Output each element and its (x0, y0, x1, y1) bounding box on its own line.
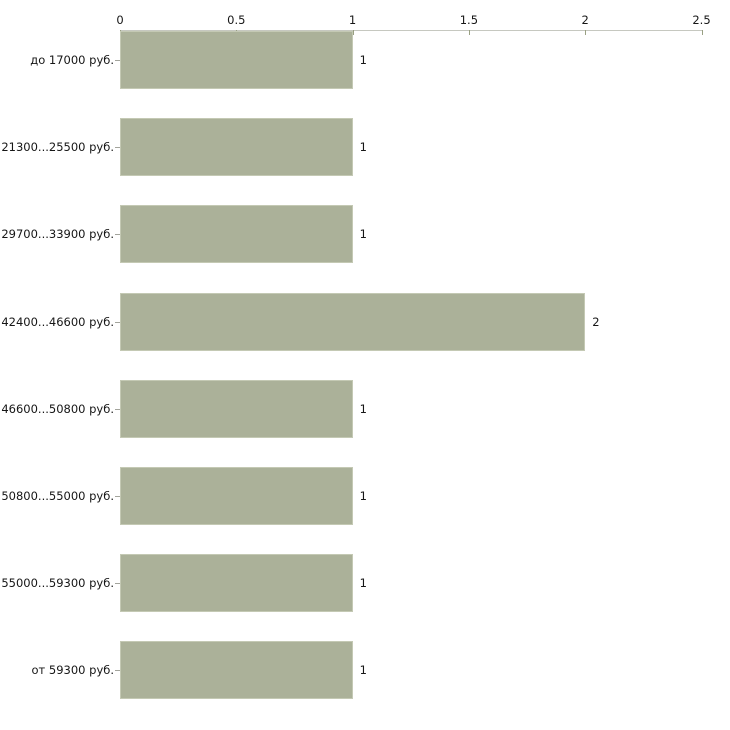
bar-value-label: 1 (359, 53, 367, 67)
category-tick-mark (115, 496, 120, 497)
bar (120, 292, 586, 351)
bar-value-label: 1 (359, 576, 367, 591)
bar-value-label: 1 (359, 227, 367, 242)
bar (120, 118, 353, 177)
x-tick-label: 0.5 (227, 13, 246, 27)
category-label: 50800...55000 руб. (1, 489, 114, 503)
category-label: от 59300 руб. (31, 663, 114, 678)
bar-value-label: 2 (592, 314, 600, 329)
bar-value-label: 1 (359, 489, 367, 503)
bar-value-label: 1 (359, 140, 367, 155)
bar (120, 379, 353, 438)
category-label: 42400...46600 руб. (1, 314, 114, 329)
category-label: 55000...59300 руб. (1, 576, 114, 591)
x-tick-label: 1 (348, 13, 357, 27)
category-tick-mark (115, 60, 120, 61)
bar-value-label: 1 (359, 401, 367, 416)
category-tick-mark (115, 583, 120, 585)
category-label: 29700...33900 руб. (1, 227, 114, 242)
category-tick-mark (115, 670, 120, 672)
bar (120, 467, 353, 525)
category-tick-mark (115, 147, 120, 149)
category-label: 21300...25500 руб. (1, 140, 114, 155)
category-tick-mark (115, 321, 120, 323)
bar (120, 31, 353, 89)
x-tick-label: 2 (581, 13, 589, 27)
bar (120, 641, 353, 700)
bar (120, 205, 353, 264)
bar-value-label: 1 (359, 663, 367, 678)
category-label: до 17000 руб. (30, 53, 114, 67)
x-tick-mark (352, 30, 354, 35)
x-tick-label: 0 (116, 13, 124, 27)
x-tick-label: 2.5 (692, 13, 711, 27)
x-tick-mark (468, 30, 470, 35)
category-label: 46600...50800 руб. (1, 401, 114, 416)
x-tick-mark (701, 30, 703, 35)
x-tick-label: 1.5 (459, 13, 479, 27)
category-tick-mark (115, 408, 120, 410)
category-tick-mark (115, 234, 120, 236)
bar (120, 554, 353, 613)
x-tick-mark (585, 30, 587, 35)
x-axis-line (120, 30, 703, 31)
